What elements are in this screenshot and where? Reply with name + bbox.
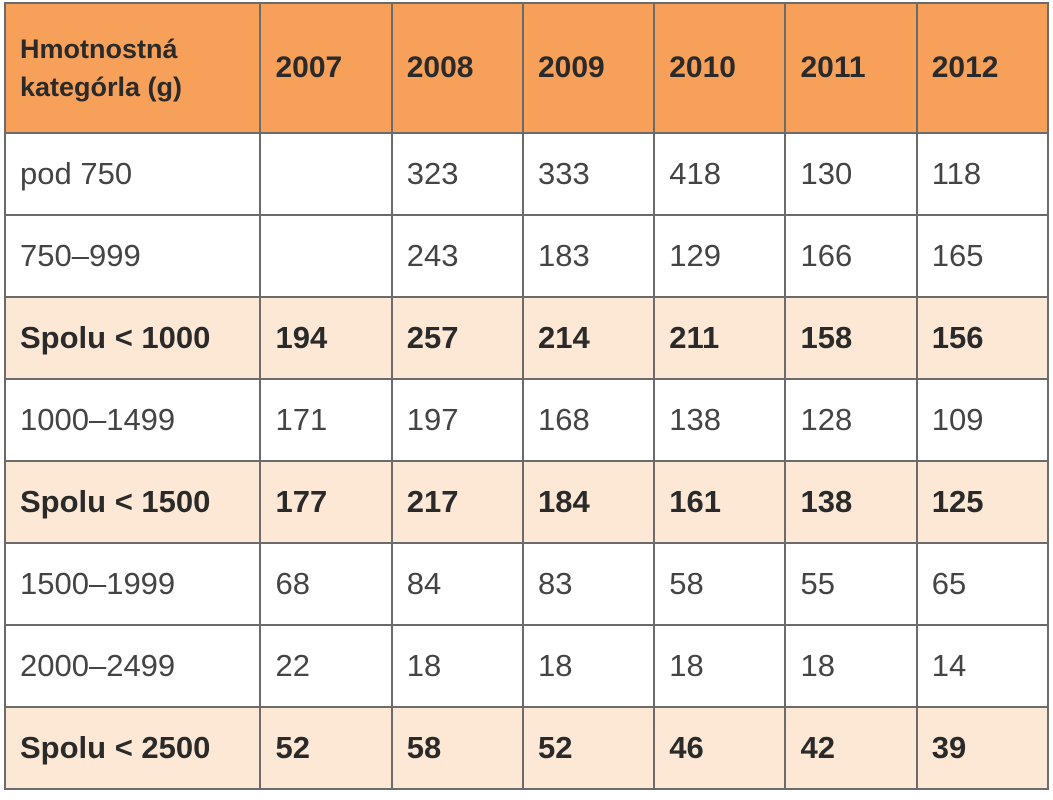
table-cell: 165 <box>915 214 1050 298</box>
table-cell: 184 <box>521 460 656 544</box>
header-year-2007: 2007 <box>259 2 393 134</box>
table-cell: 156 <box>915 296 1050 380</box>
table-cell: 52 <box>259 706 393 790</box>
table-cell: 18 <box>784 624 918 708</box>
table-cell: 158 <box>784 296 918 380</box>
table-cell: 161 <box>653 460 787 544</box>
table-cell: 18 <box>390 624 524 708</box>
table-cell: 42 <box>784 706 918 790</box>
table-cell: 130 <box>784 132 918 216</box>
table-cell: 39 <box>915 706 1050 790</box>
table-cell: 118 <box>915 132 1050 216</box>
table-cell: 55 <box>784 542 918 626</box>
table-cell: 18 <box>653 624 787 708</box>
table-cell: 68 <box>259 542 393 626</box>
table-cell: 217 <box>390 460 524 544</box>
table-cell <box>259 132 393 216</box>
table-cell: 166 <box>784 214 918 298</box>
table-row-total: Spolu < 2500 52 58 52 46 42 39 <box>3 706 1050 790</box>
table-cell: 18 <box>521 624 656 708</box>
table-cell: 128 <box>784 378 918 462</box>
header-year-2011: 2011 <box>784 2 918 134</box>
table-cell: 197 <box>390 378 524 462</box>
table-cell: 46 <box>653 706 787 790</box>
table-container: Hmotnostná kategórla (g) 2007 2008 2009 … <box>3 2 1050 790</box>
header-row: Hmotnostná kategórla (g) 2007 2008 2009 … <box>3 2 1050 134</box>
row-label: Spolu < 2500 <box>3 706 262 790</box>
table-cell: 323 <box>390 132 524 216</box>
table-cell: 22 <box>259 624 393 708</box>
table-row: 1500–1999 68 84 83 58 55 65 <box>3 542 1050 626</box>
table-cell: 171 <box>259 378 393 462</box>
row-label: 750–999 <box>3 214 262 298</box>
table-row: pod 750 323 333 418 130 118 <box>3 132 1050 216</box>
table-cell: 333 <box>521 132 656 216</box>
table-cell: 65 <box>915 542 1050 626</box>
table-cell: 418 <box>653 132 787 216</box>
row-label: pod 750 <box>3 132 262 216</box>
table-cell: 214 <box>521 296 656 380</box>
table-row-total: Spolu < 1500 177 217 184 161 138 125 <box>3 460 1050 544</box>
header-year-2010: 2010 <box>653 2 787 134</box>
header-year-2012: 2012 <box>915 2 1050 134</box>
table-cell: 138 <box>784 460 918 544</box>
row-label: Spolu < 1000 <box>3 296 262 380</box>
header-year-2009: 2009 <box>521 2 656 134</box>
table-cell: 52 <box>521 706 656 790</box>
table-cell: 138 <box>653 378 787 462</box>
table-row: 750–999 243 183 129 166 165 <box>3 214 1050 298</box>
header-year-2008: 2008 <box>390 2 524 134</box>
header-label-line2: kategórla (g) <box>20 72 183 102</box>
row-label: 2000–2499 <box>3 624 262 708</box>
table-cell: 168 <box>521 378 656 462</box>
table-row: 1000–1499 171 197 168 138 128 109 <box>3 378 1050 462</box>
table-cell: 194 <box>259 296 393 380</box>
row-label: 1000–1499 <box>3 378 262 462</box>
table-row: 2000–2499 22 18 18 18 18 14 <box>3 624 1050 708</box>
header-weight-category: Hmotnostná kategórla (g) <box>3 2 262 134</box>
table-cell: 243 <box>390 214 524 298</box>
table-cell: 58 <box>653 542 787 626</box>
table-cell: 58 <box>390 706 524 790</box>
table-cell: 84 <box>390 542 524 626</box>
table-cell: 14 <box>915 624 1050 708</box>
table-cell: 211 <box>653 296 787 380</box>
table-cell: 109 <box>915 378 1050 462</box>
table-cell: 177 <box>259 460 393 544</box>
row-label: Spolu < 1500 <box>3 460 262 544</box>
table-cell: 83 <box>521 542 656 626</box>
table-row-total: Spolu < 1000 194 257 214 211 158 156 <box>3 296 1050 380</box>
weight-category-table: Hmotnostná kategórla (g) 2007 2008 2009 … <box>3 2 1050 790</box>
table-cell <box>259 214 393 298</box>
table-cell: 125 <box>915 460 1050 544</box>
row-label: 1500–1999 <box>3 542 262 626</box>
table-cell: 257 <box>390 296 524 380</box>
table-cell: 129 <box>653 214 787 298</box>
table-cell: 183 <box>521 214 656 298</box>
header-label-line1: Hmotnostná <box>20 34 178 64</box>
